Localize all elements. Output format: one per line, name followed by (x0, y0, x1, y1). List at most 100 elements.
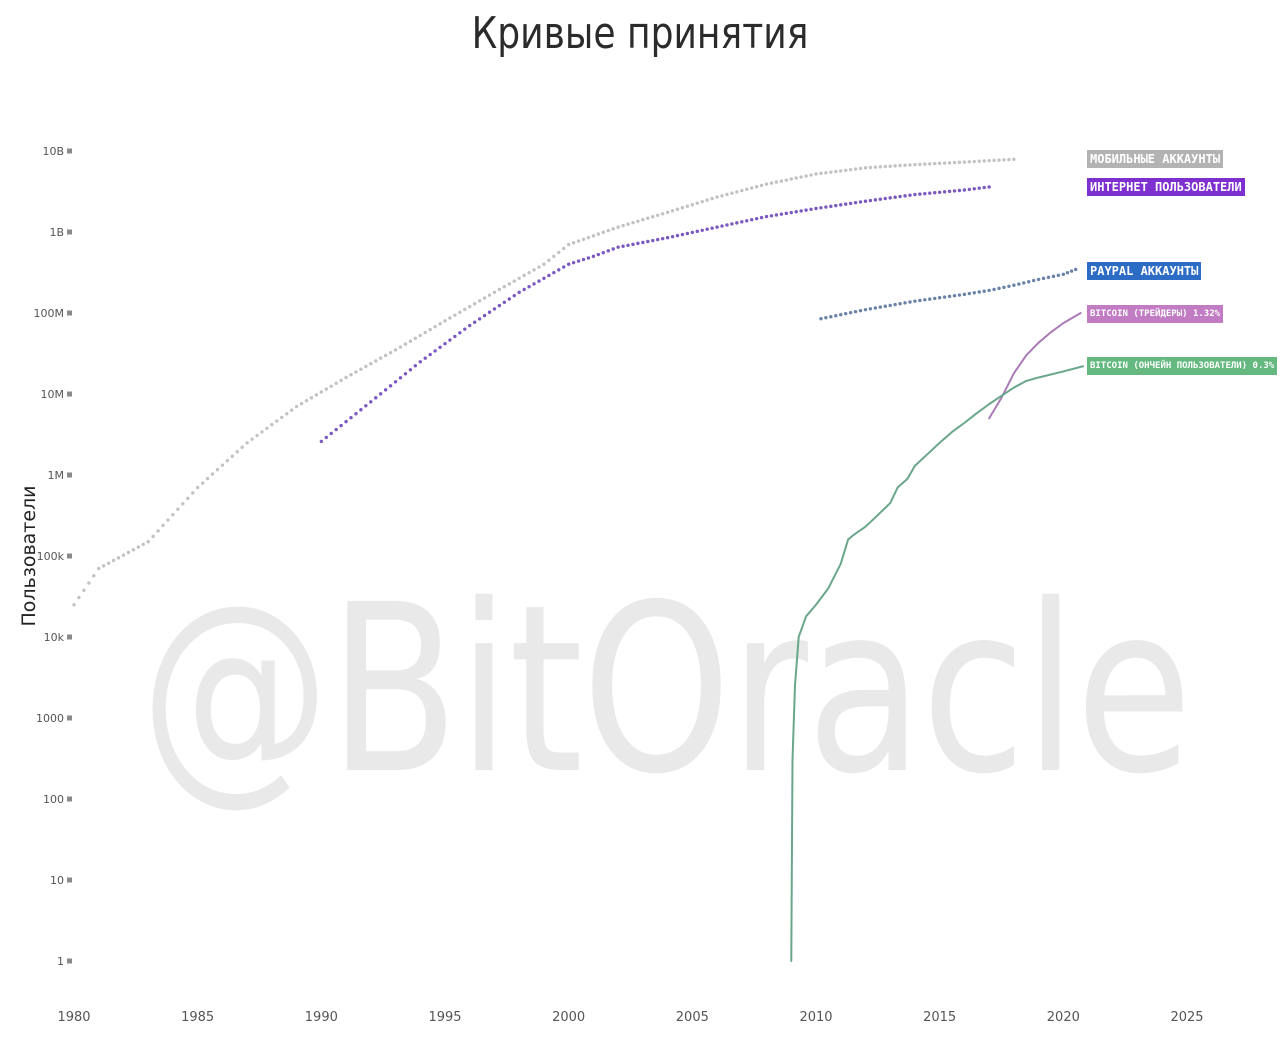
data-point (646, 239, 650, 244)
data-point (393, 348, 398, 352)
data-point (908, 163, 912, 167)
data-point (562, 246, 566, 251)
data-point (913, 192, 917, 197)
series-4 (790, 365, 1085, 962)
data-point (77, 595, 81, 600)
data-point (517, 290, 521, 295)
data-point (829, 315, 833, 319)
y-tick-label: 100M (34, 307, 65, 320)
data-point (814, 172, 818, 176)
data-point (863, 166, 868, 170)
data-point (101, 564, 106, 568)
data-point (972, 187, 976, 191)
y-tick-label: 1000 (36, 712, 64, 725)
data-point (324, 435, 328, 440)
data-point (171, 512, 175, 517)
data-point (769, 181, 774, 185)
data-point (997, 286, 1001, 291)
data-point (725, 192, 729, 197)
data-point (839, 312, 843, 317)
data-point (779, 212, 784, 216)
data-point (631, 242, 635, 247)
series-1 (319, 185, 991, 444)
data-point (581, 257, 586, 262)
data-point (552, 270, 556, 275)
data-point (834, 169, 838, 174)
data-point (967, 291, 972, 296)
data-point (1012, 157, 1016, 161)
data-point (868, 165, 873, 170)
y-tick-mark (67, 391, 72, 397)
data-point (997, 158, 1001, 162)
data-point (215, 467, 220, 472)
data-point (1002, 285, 1006, 290)
data-point (705, 198, 709, 202)
y-tick-label: 10M (41, 388, 65, 401)
data-point (705, 227, 709, 231)
data-point (839, 203, 843, 207)
data-point (527, 270, 531, 275)
data-point (789, 177, 793, 181)
y-tick-label: 10 (50, 874, 64, 887)
y-tick-mark (67, 472, 72, 478)
data-point (967, 160, 972, 164)
data-point (972, 291, 976, 295)
data-point (725, 223, 729, 227)
y-tick-label: 10B (42, 145, 64, 158)
data-point (423, 356, 427, 360)
data-point (166, 518, 170, 522)
data-point (339, 423, 343, 428)
x-axis: 1980 1985 1990 1995 2000 2005 2010 2015 2020 2025 (57, 1010, 1203, 1025)
data-point (304, 399, 309, 403)
data-point (626, 243, 630, 247)
data-point (735, 190, 739, 194)
watermark: @BitOracle (140, 555, 1192, 825)
data-point (730, 222, 734, 226)
data-point (651, 238, 655, 243)
y-tick-label: 100k (37, 550, 65, 563)
data-point (349, 415, 353, 420)
data-point (923, 191, 927, 196)
data-point (933, 296, 937, 301)
data-point (942, 190, 947, 194)
data-point (571, 241, 576, 245)
data-point (477, 317, 482, 321)
data-point (764, 214, 769, 219)
data-point (1069, 269, 1074, 273)
data-point (690, 202, 695, 207)
data-point (1036, 277, 1041, 282)
data-point (893, 164, 897, 168)
data-point (250, 437, 254, 441)
data-point (354, 412, 358, 416)
data-point (1017, 282, 1021, 286)
data-point (873, 306, 878, 310)
data-point (408, 368, 413, 372)
data-point (621, 223, 625, 228)
data-point (502, 285, 507, 289)
data-point (819, 206, 823, 210)
data-point (364, 364, 368, 369)
data-point (601, 230, 605, 235)
data-point (403, 372, 408, 376)
data-point (759, 215, 764, 220)
data-point (992, 287, 996, 292)
data-point (111, 558, 116, 563)
data-point (131, 548, 136, 552)
data-point (893, 195, 897, 199)
data-point (383, 388, 388, 392)
data-point (1031, 278, 1036, 283)
data-point (809, 207, 813, 212)
data-point (220, 463, 225, 467)
data-point (82, 588, 86, 592)
data-point (774, 180, 779, 184)
data-point (1012, 283, 1016, 287)
data-point (472, 320, 477, 324)
y-tick-mark (67, 229, 72, 235)
data-point (843, 168, 848, 172)
data-point (740, 220, 744, 224)
data-point (1002, 158, 1006, 162)
data-point (680, 232, 685, 237)
data-point (200, 481, 205, 485)
data-point (552, 254, 556, 259)
data-point (670, 234, 675, 239)
